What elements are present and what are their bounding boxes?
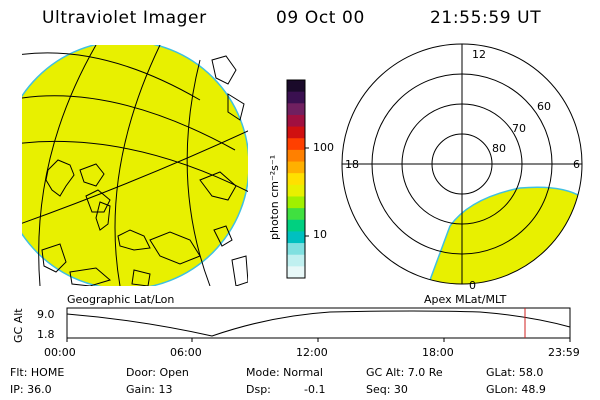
timeline-xtick-0000: 00:00 <box>44 346 76 359</box>
info-glon: GLon: 48.9 <box>486 383 546 396</box>
colorbar-segment <box>287 231 305 244</box>
colorbar-segment <box>287 173 305 186</box>
lat-label-60: 60 <box>537 100 551 113</box>
info-gcalt: GC Alt: 7.0 Re <box>366 366 443 379</box>
header-time: 21:55:59 UT <box>430 8 542 28</box>
info-glat: GLat: 58.0 <box>486 366 544 379</box>
colorbar-segment <box>287 149 305 163</box>
timeline-ytick-9: 9.0 <box>37 308 55 321</box>
colorbar-segment <box>287 80 305 93</box>
mlt-label-6: 6 <box>573 158 580 171</box>
header-date: 09 Oct 00 <box>276 8 365 28</box>
polar-label: Apex MLat/MLT <box>424 293 507 306</box>
altitude-curve <box>66 310 571 337</box>
colorbar-unit-label: photon cm⁻²s⁻¹ <box>268 155 281 240</box>
geographic-map <box>22 45 248 286</box>
lat-label-80: 80 <box>492 142 506 155</box>
colorbar-segment <box>287 126 305 139</box>
timeline-xtick-0600: 06:00 <box>170 346 202 359</box>
timeline-ytick-1: 1.8 <box>37 328 55 341</box>
coastlines <box>41 55 248 286</box>
mlt-label-0: 0 <box>469 279 476 292</box>
timeline-axis-title: GC Alt <box>12 308 25 343</box>
colorbar-segment <box>287 266 305 279</box>
info-door: Door: Open <box>126 366 189 379</box>
colorbar-tick-100: 100 <box>313 141 334 154</box>
info-dsp: Dsp: <box>246 383 271 396</box>
info-gain: Gain: 13 <box>126 383 173 396</box>
info-ip: IP: 36.0 <box>10 383 52 396</box>
colorbar-tick-10: 10 <box>313 228 327 241</box>
colorbar-segment <box>287 114 305 128</box>
colorbar-segment <box>287 103 305 116</box>
colorbar-segment <box>287 243 305 256</box>
colorbar-segment <box>287 161 305 174</box>
info-seq: Seq: 30 <box>366 383 408 396</box>
colorbar-segment <box>287 254 305 267</box>
colorbar-segment <box>287 138 305 151</box>
map-label: Geographic Lat/Lon <box>67 293 174 306</box>
lat-label-70: 70 <box>512 122 526 135</box>
mlt-label-12: 12 <box>472 48 486 61</box>
colorbar-segment <box>287 219 305 232</box>
polar-plot: 12 18 6 0 60 70 80 <box>341 43 583 292</box>
timeline-xtick-2359: 23:59 <box>548 346 580 359</box>
colorbar <box>286 79 309 279</box>
colorbar-frame <box>286 79 306 279</box>
colorbar-segment <box>287 208 305 221</box>
info-mode: Mode: Normal <box>246 366 323 379</box>
timeline-xtick-1200: 12:00 <box>296 346 328 359</box>
timeline-xtick-1800: 18:00 <box>422 346 454 359</box>
altitude-timeline <box>66 307 571 342</box>
lat-lon-grid <box>22 45 248 286</box>
colorbar-segment <box>287 196 305 209</box>
mlt-label-18: 18 <box>345 158 359 171</box>
header-title: Ultraviolet Imager <box>42 8 207 28</box>
colorbar-segment <box>287 184 305 197</box>
info-dsp-value: -0.1 <box>304 383 326 396</box>
colorbar-segment <box>287 91 305 104</box>
info-flt: Flt: HOME <box>10 366 65 379</box>
